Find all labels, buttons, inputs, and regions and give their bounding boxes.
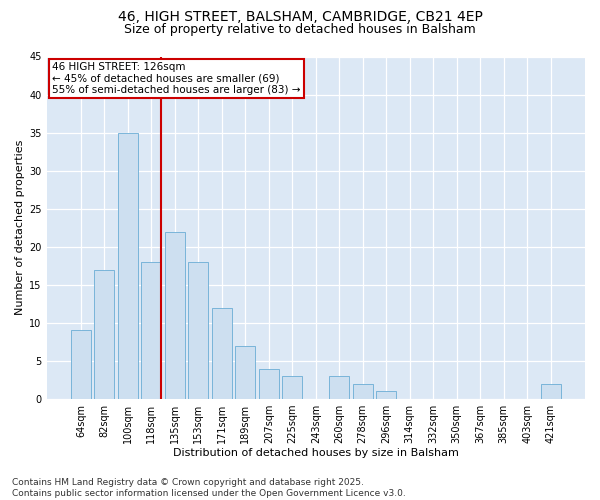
Y-axis label: Number of detached properties: Number of detached properties xyxy=(15,140,25,316)
Bar xyxy=(118,132,138,399)
Bar xyxy=(142,262,161,399)
Bar xyxy=(165,232,185,399)
Bar xyxy=(235,346,256,399)
Bar xyxy=(188,262,208,399)
Bar xyxy=(353,384,373,399)
Bar xyxy=(212,308,232,399)
Text: Contains HM Land Registry data © Crown copyright and database right 2025.
Contai: Contains HM Land Registry data © Crown c… xyxy=(12,478,406,498)
Bar xyxy=(541,384,560,399)
Text: 46 HIGH STREET: 126sqm
← 45% of detached houses are smaller (69)
55% of semi-det: 46 HIGH STREET: 126sqm ← 45% of detached… xyxy=(52,62,301,95)
Text: 46, HIGH STREET, BALSHAM, CAMBRIDGE, CB21 4EP: 46, HIGH STREET, BALSHAM, CAMBRIDGE, CB2… xyxy=(118,10,482,24)
Bar xyxy=(329,376,349,399)
X-axis label: Distribution of detached houses by size in Balsham: Distribution of detached houses by size … xyxy=(173,448,459,458)
Bar xyxy=(94,270,115,399)
Bar xyxy=(259,368,279,399)
Bar xyxy=(283,376,302,399)
Text: Size of property relative to detached houses in Balsham: Size of property relative to detached ho… xyxy=(124,22,476,36)
Bar xyxy=(376,392,396,399)
Bar xyxy=(71,330,91,399)
